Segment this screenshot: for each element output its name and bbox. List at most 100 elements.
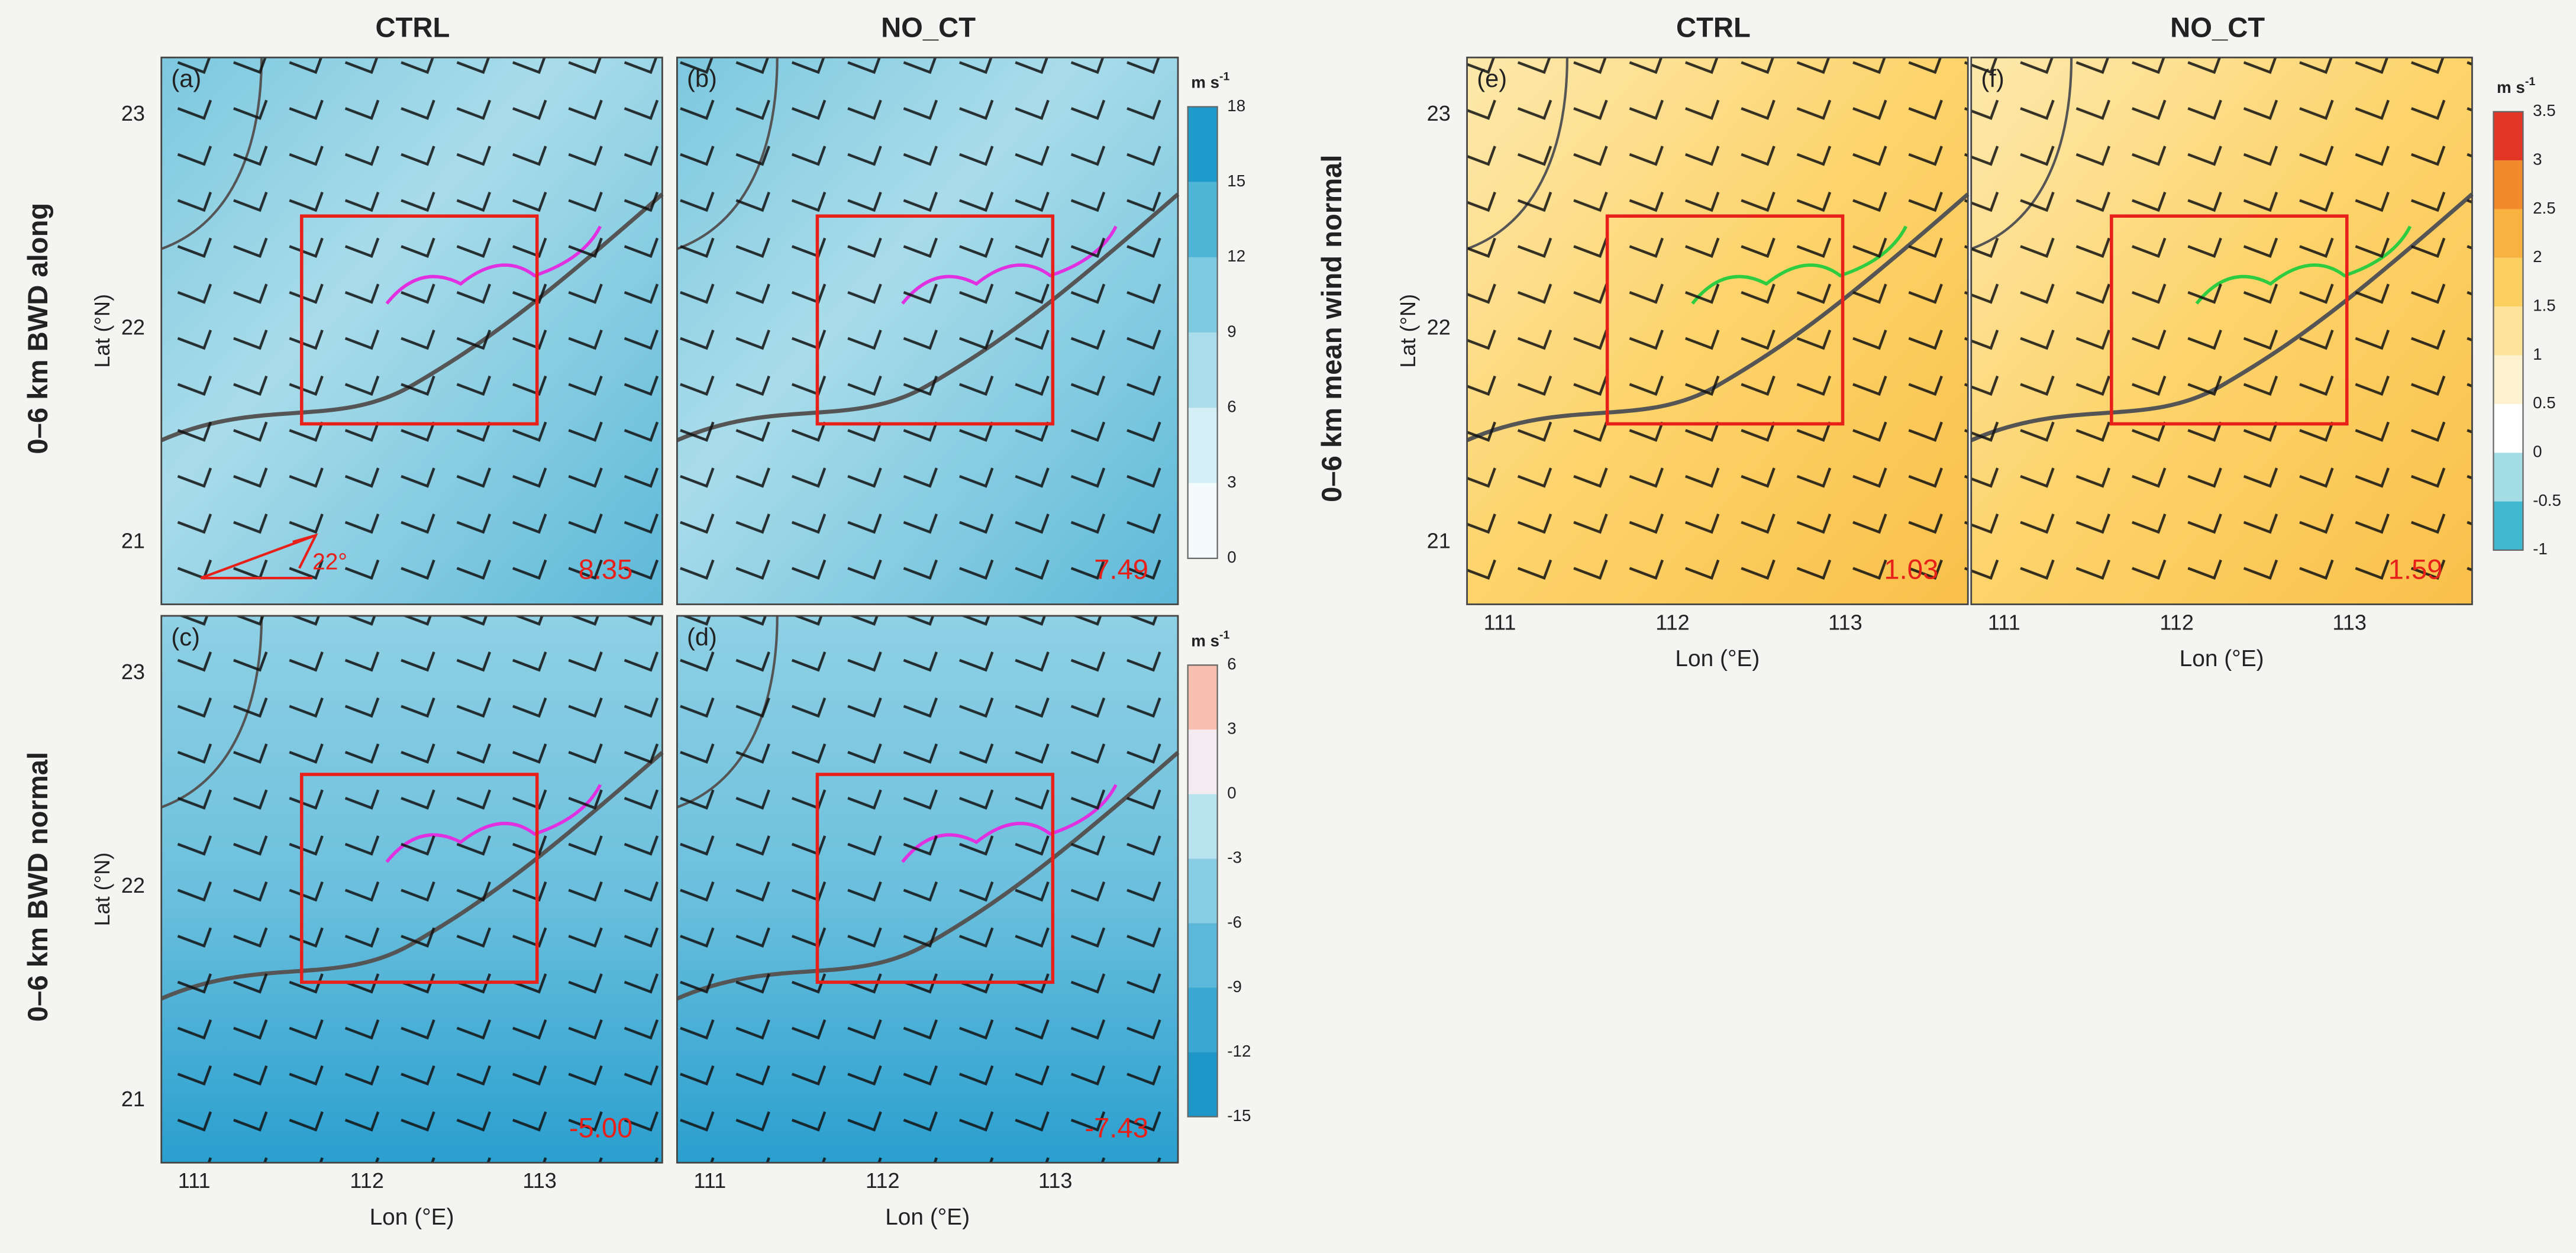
colorbar-tick-label: -0.5 (2533, 491, 2561, 509)
wind-barbs (677, 615, 1179, 1163)
panel-value: 1.59 (2388, 554, 2443, 585)
colorbar-unit: m s-1 (1191, 628, 1229, 650)
colorbar-unit: m s-1 (1191, 70, 1229, 92)
analysis-box (1605, 214, 1845, 426)
colorbar-segment (2493, 355, 2523, 404)
colorbar-frame (2493, 111, 2524, 551)
unit-exponent: -1 (2525, 75, 2535, 88)
lat-axis-label: Lat (°N) (1396, 294, 1420, 368)
colorbar-segment (1187, 257, 1218, 333)
lat-tick-label: 22 (121, 315, 145, 339)
colorbar-tick-label: 2.5 (2533, 199, 2556, 217)
analysis-box (815, 773, 1055, 984)
lon-axis-label: Lon (°E) (1675, 646, 1760, 671)
colorbar-segment (1187, 794, 1218, 859)
lon-tick-label: 112 (1655, 610, 1690, 634)
unit-exponent: -1 (1219, 70, 1229, 83)
map-frame (1970, 56, 2473, 605)
lon-tick-label: 112 (2159, 610, 2194, 634)
colorbar-tick-label: 12 (1227, 247, 1245, 265)
colorbar-tick-label: 6 (1227, 398, 1236, 416)
lon-tick-label: 111 (1988, 610, 2020, 634)
panel-value: 8.35 (579, 554, 633, 585)
column-title: CTRL (1676, 12, 1751, 43)
panel-label: (b) (687, 64, 717, 92)
colorbar-segment (1187, 729, 1218, 795)
map-frame (676, 56, 1179, 605)
lon-tick-label: 113 (1038, 1168, 1073, 1193)
colorbar-tick-label: -12 (1227, 1042, 1251, 1060)
lat-tick-label: 21 (1427, 528, 1451, 553)
row-title: 0–6 km BWD along (22, 203, 54, 454)
wind-barbs (677, 57, 1179, 605)
lat-tick-label: 23 (121, 660, 145, 684)
colorbar-tick-label: -9 (1227, 977, 1242, 996)
column-title: CTRL (376, 12, 450, 43)
colorbar-tick-label: 3 (1227, 719, 1236, 738)
panel-label: (e) (1477, 64, 1507, 92)
lat-axis-label: Lat (°N) (90, 294, 114, 368)
lon-tick-label: 113 (2332, 610, 2367, 634)
colorbar-tick-label: 9 (1227, 322, 1236, 340)
column-title: NO_CT (881, 12, 976, 43)
lon-tick-label: 112 (866, 1168, 900, 1193)
lon-tick-label: 112 (350, 1168, 384, 1193)
lon-tick-label: 111 (693, 1168, 726, 1193)
lat-tick-label: 22 (121, 873, 145, 897)
lon-axis-label: Lon (°E) (885, 1204, 970, 1230)
colorbar-tick-label: 18 (1227, 96, 1245, 115)
colorbar-segment (2493, 306, 2523, 356)
colorbar-tick-label: -15 (1227, 1106, 1251, 1125)
angle-annotation: 22° (312, 549, 347, 574)
lat-tick-label: 21 (121, 1087, 145, 1111)
colorbar-tick-label: 15 (1227, 172, 1245, 190)
angle-arrow (200, 533, 318, 580)
analysis-box (300, 773, 539, 984)
colorbar-segment (1187, 483, 1218, 558)
lat-tick-label: 23 (1427, 101, 1451, 125)
colorbar-tick-label: 2 (2533, 247, 2542, 266)
lat-tick-label: 21 (121, 528, 145, 553)
lon-tick-label: 113 (522, 1168, 557, 1193)
panel-value: -5.00 (569, 1112, 633, 1144)
colorbar-frame (1187, 664, 1218, 1118)
colorbar-segment (1187, 106, 1218, 182)
column-title: NO_CT (2170, 12, 2265, 43)
map-frame (160, 615, 663, 1164)
unit-base: m s (1191, 632, 1219, 650)
map-frame (160, 56, 663, 605)
colorbar-tick-label: -1 (2533, 540, 2548, 558)
colorbar-segment (1187, 923, 1218, 988)
colorbar-tick-label: 0 (1227, 548, 1236, 566)
colorbar-tick-label: 3 (2533, 150, 2542, 168)
colorbar-segment (1187, 1052, 1218, 1117)
colorbar-tick-label: -3 (1227, 848, 1242, 867)
colorbar-tick-label: 1 (2533, 345, 2542, 363)
row-title: 0–6 km mean wind normal (1316, 154, 1348, 502)
wind-barbs (1467, 57, 1968, 605)
analysis-box (2110, 214, 2349, 426)
row-title: 0–6 km BWD normal (22, 752, 54, 1022)
colorbar-tick-label: 6 (1227, 655, 1236, 673)
colorbar-segment (2493, 403, 2523, 453)
colorbar-tick-label: 0 (2533, 443, 2542, 461)
panel-label: (d) (687, 623, 717, 651)
colorbar-segment (2493, 453, 2523, 502)
unit-base: m s (2497, 78, 2525, 96)
lon-tick-label: 113 (1828, 610, 1862, 634)
wind-barbs (1971, 57, 2472, 605)
unit-exponent: -1 (1219, 628, 1229, 641)
colorbar-segment (1187, 182, 1218, 257)
map-frame (676, 615, 1179, 1164)
map-frame (1466, 56, 1969, 605)
lat-tick-label: 23 (121, 101, 145, 125)
analysis-box (815, 214, 1055, 426)
lon-tick-label: 111 (1484, 610, 1516, 634)
colorbar-segment (2493, 160, 2523, 209)
wind-barbs (161, 57, 663, 605)
lat-axis-label: Lat (°N) (90, 852, 114, 926)
colorbar-segment (1187, 332, 1218, 408)
colorbar-tick-label: 0.5 (2533, 393, 2556, 412)
